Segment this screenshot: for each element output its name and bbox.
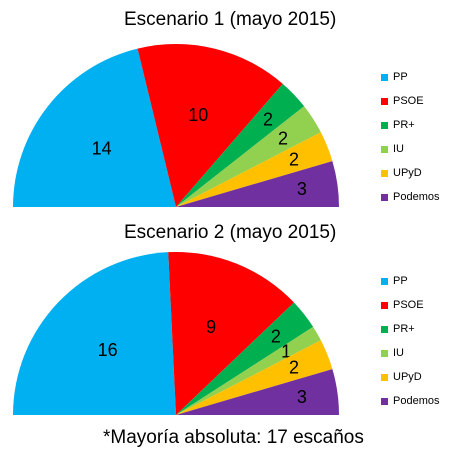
slice-psoe — [137, 44, 283, 208]
slice-iu — [176, 106, 321, 207]
slice-label-iu: 2 — [278, 128, 288, 148]
legend-label: IU — [393, 143, 404, 155]
slice-upyd — [176, 340, 333, 415]
legend-swatch — [381, 74, 388, 81]
legend-swatch — [381, 398, 388, 405]
slice-label-pp: 14 — [92, 139, 112, 159]
legend-label: IU — [393, 347, 404, 359]
legend-swatch — [381, 278, 388, 285]
chart-title-escenario-2: Escenario 2 (mayo 2015) — [124, 222, 337, 243]
legend-label: UPyD — [393, 167, 422, 179]
slice-label-psoe: 10 — [188, 105, 208, 125]
slice-label-podemos: 3 — [297, 387, 307, 407]
legend-label: PSOE — [393, 95, 424, 107]
legend-swatch — [381, 302, 388, 309]
slice-pr- — [176, 302, 314, 415]
legend-swatch — [381, 374, 388, 381]
slice-label-psoe: 9 — [206, 317, 216, 337]
legend-swatch — [381, 194, 388, 201]
legend-swatch — [381, 122, 388, 129]
legend-label: PR+ — [393, 119, 415, 131]
legend-swatch — [381, 146, 388, 153]
slice-upyd — [176, 132, 333, 207]
chart-title-escenario-1: Escenario 1 (mayo 2015) — [124, 9, 337, 30]
slice-pr- — [176, 83, 305, 207]
legend-swatch — [381, 170, 388, 177]
slice-podemos — [176, 161, 339, 207]
legend-label: Podemos — [393, 191, 440, 203]
legend-swatch — [381, 98, 388, 105]
slice-label-pp: 16 — [98, 340, 118, 360]
slice-label-pr-: 2 — [271, 326, 281, 346]
footnote-majority: *Mayoría absoluta: 17 escaños — [103, 427, 364, 448]
legend-swatch — [381, 350, 388, 357]
legend-label: PP — [393, 275, 408, 287]
legend-label: PSOE — [393, 299, 424, 311]
slice-psoe — [168, 251, 294, 415]
legend-swatch — [381, 326, 388, 333]
legend-label: UPyD — [393, 371, 422, 383]
legend-label: Podemos — [393, 395, 440, 407]
slice-pp — [13, 48, 176, 208]
slice-label-upyd: 2 — [289, 150, 299, 170]
slice-pp — [13, 252, 176, 415]
slice-label-upyd: 2 — [289, 358, 299, 378]
slice-label-iu: 1 — [281, 341, 291, 361]
legend-label: PR+ — [393, 323, 415, 335]
legend-label: PP — [393, 71, 408, 83]
slice-label-podemos: 3 — [297, 179, 307, 199]
slice-iu — [176, 326, 321, 415]
slice-podemos — [176, 369, 339, 415]
slice-label-pr-: 2 — [263, 109, 273, 129]
